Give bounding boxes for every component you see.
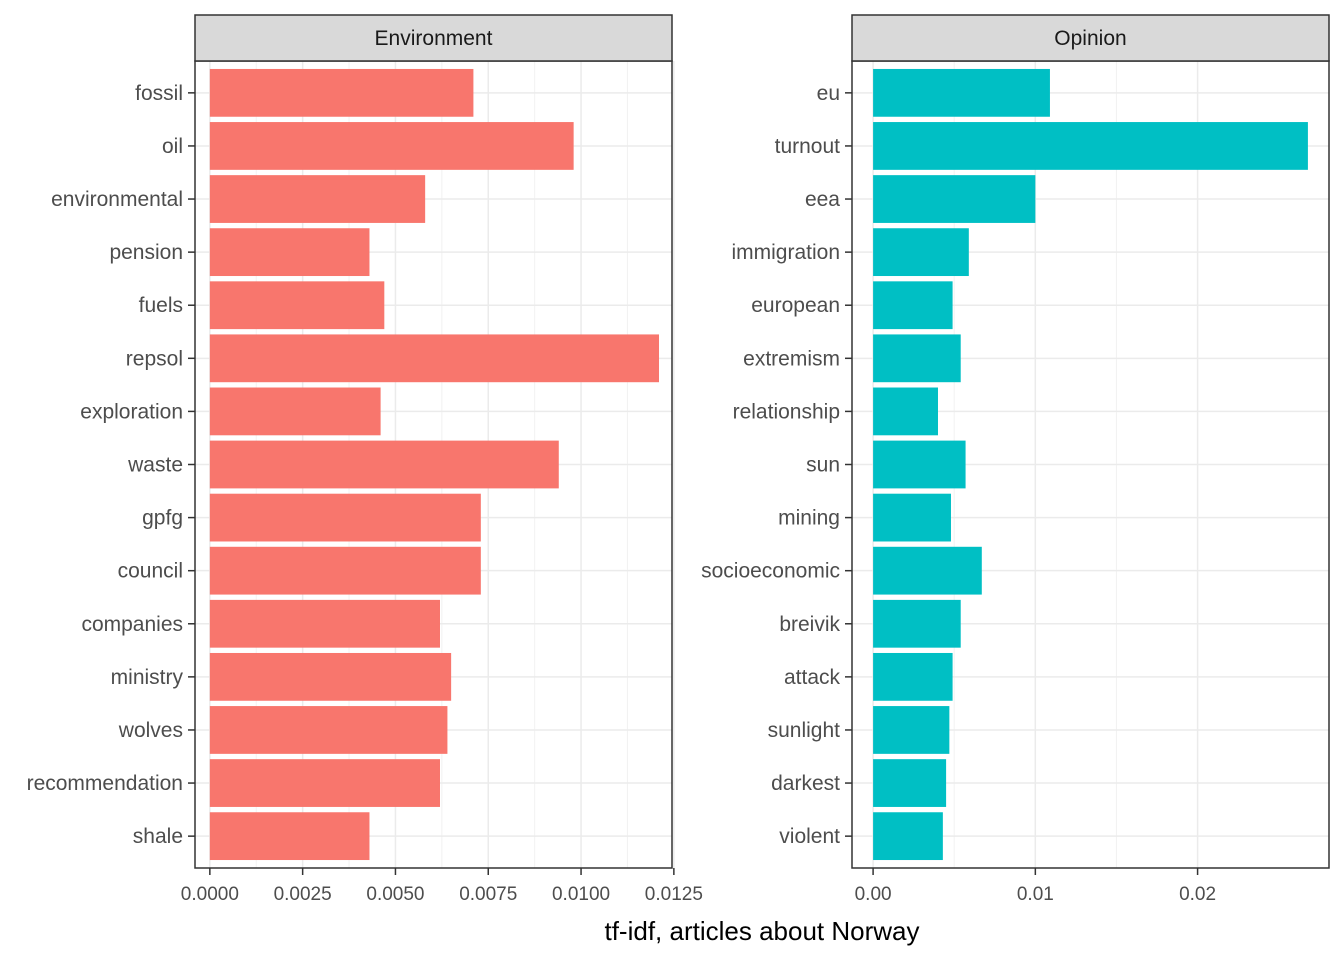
category-label: violent — [779, 825, 840, 848]
bar-relationship — [873, 387, 938, 436]
bar-eea — [873, 175, 1036, 223]
bar-sunlight — [873, 706, 950, 754]
facet-strip-label: Opinion — [1054, 27, 1126, 50]
category-label: socioeconomic — [701, 560, 840, 583]
category-label: repsol — [126, 347, 183, 370]
bar-turnout — [873, 122, 1308, 170]
category-label: immigration — [731, 241, 840, 264]
category-label: fuels — [139, 294, 183, 317]
bar-attack — [873, 652, 953, 701]
category-label: darkest — [771, 772, 840, 795]
category-label: waste — [127, 454, 183, 477]
category-label: sunlight — [768, 719, 841, 742]
x-tick-label: 0.0075 — [459, 884, 517, 905]
bar-repsol — [209, 334, 660, 383]
category-label: shale — [133, 825, 183, 848]
bar-waste — [209, 440, 559, 489]
facet-strip-label: Environment — [375, 27, 493, 50]
x-tick-label: 0.00 — [855, 884, 892, 905]
category-label: ministry — [111, 666, 184, 689]
category-label: turnout — [775, 135, 841, 158]
bar-pension — [209, 228, 370, 277]
category-label: wolves — [118, 719, 183, 742]
category-label: attack — [784, 666, 841, 689]
bar-mining — [873, 493, 951, 542]
category-label: exploration — [80, 400, 183, 423]
x-tick-label: 0.0125 — [645, 884, 703, 905]
category-label: breivik — [779, 613, 840, 636]
bar-immigration — [873, 228, 969, 277]
bar-european — [873, 281, 953, 330]
bar-oil — [209, 122, 574, 170]
x-tick-label: 0.0100 — [552, 884, 610, 905]
bar-recommendation — [209, 759, 440, 807]
bar-gpfg — [209, 493, 481, 542]
bar-extremism — [873, 334, 961, 383]
category-label: pension — [109, 241, 183, 264]
x-tick-label: 0.02 — [1179, 884, 1216, 905]
bar-darkest — [873, 759, 947, 807]
category-label: fossil — [135, 82, 183, 105]
bar-environmental — [209, 175, 426, 223]
bar-breivik — [873, 599, 961, 648]
category-label: relationship — [733, 400, 840, 423]
facet-strip — [194, 14, 673, 62]
category-label: eea — [805, 188, 840, 211]
bar-companies — [209, 599, 440, 648]
facet-strip — [851, 14, 1330, 62]
bar-sun — [873, 440, 966, 489]
x-tick-label: 0.0050 — [366, 884, 424, 905]
category-label: environmental — [51, 188, 183, 211]
x-tick-label: 0.01 — [1017, 884, 1054, 905]
bar-wolves — [209, 706, 448, 754]
category-label: european — [751, 294, 840, 317]
category-label: oil — [162, 135, 183, 158]
category-label: sun — [806, 454, 840, 477]
bar-council — [209, 546, 481, 595]
bar-ministry — [209, 652, 452, 701]
category-label: recommendation — [27, 772, 183, 795]
bar-fuels — [209, 281, 385, 330]
bar-exploration — [209, 387, 381, 436]
category-label: mining — [778, 507, 840, 530]
bar-fossil — [209, 68, 474, 117]
bar-eu — [873, 68, 1050, 117]
x-axis-title: tf-idf, articles about Norway — [604, 916, 919, 946]
category-label: extremism — [743, 347, 840, 370]
category-label: gpfg — [142, 507, 183, 530]
bar-violent — [873, 812, 943, 861]
x-tick-label: 0.0025 — [274, 884, 332, 905]
bar-socioeconomic — [873, 546, 982, 595]
bar-shale — [209, 812, 370, 861]
category-label: council — [118, 560, 183, 583]
category-label: eu — [817, 82, 840, 105]
category-label: companies — [81, 613, 183, 636]
x-tick-label: 0.0000 — [181, 884, 239, 905]
